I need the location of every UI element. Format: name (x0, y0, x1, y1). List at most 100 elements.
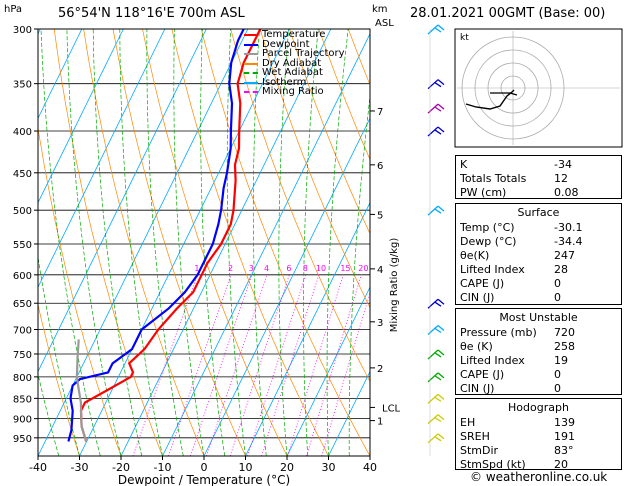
wet-adiabat (326, 29, 349, 456)
wind-barb-flag (434, 396, 442, 402)
wind-barb-flag (437, 126, 445, 133)
row-value: 0.08 (554, 186, 579, 199)
mixing-ratio-label: 4 (264, 264, 269, 273)
wet-adiabat (226, 29, 246, 456)
dry-adiabat (289, 29, 370, 235)
mixing-ratio-line (229, 274, 290, 456)
isotherm-line (162, 32, 370, 456)
wind-barb (427, 433, 439, 444)
km-tick-label: 1 (377, 417, 383, 428)
wind-barb-flag (434, 327, 442, 334)
hodograph-box: Hodograph EH 139 SREH 191 StmDir 83° StmSpd (kt… (455, 398, 622, 472)
temp-tick-label: 10 (239, 461, 253, 474)
table-row: Totals Totals 12 (460, 172, 619, 186)
row-value: 191 (554, 430, 575, 443)
wind-barb-flag (437, 24, 445, 31)
table-row: PW (cm) 0.08 (460, 186, 619, 200)
wind-barb-flag (434, 82, 442, 88)
wind-barb-flag (434, 106, 442, 112)
chart-grid: 1 2 3 4 6 8 10 15 20 25 (38, 29, 370, 456)
row-key: StmDir (460, 444, 499, 457)
wind-barb-flag (434, 27, 442, 33)
table-row: Pressure (mb) 720 (460, 326, 619, 340)
row-key: Lifted Index (460, 354, 525, 367)
legend-label: Isotherm (262, 76, 307, 88)
mixing-ratio-line (261, 274, 320, 456)
isotherm-line (38, 29, 83, 120)
legend-swatch (244, 43, 258, 46)
mixing-ratio-label: 2 (228, 264, 233, 273)
mixing-ratio-label: 3 (249, 264, 254, 273)
most-unstable-box: Most Unstable Pressure (mb) 720 θe (K) 258 Li… (455, 308, 622, 395)
dry-adiabat (171, 29, 329, 456)
wind-barb-flag (437, 325, 445, 332)
section-title: Hodograph (508, 401, 569, 414)
wet-adiabat (38, 254, 80, 456)
dry-adiabat (38, 303, 80, 456)
legend-item: Parcel Trajectory (244, 49, 345, 59)
legend-swatch (244, 81, 258, 84)
dry-adiabat (318, 29, 370, 161)
pressure-tick-label: 800 (13, 373, 32, 384)
wind-barb-flag (437, 433, 445, 440)
row-key: K (460, 158, 468, 171)
wind-barb-flag (437, 79, 445, 86)
table-row: StmSpd (kt) 20 (460, 458, 619, 472)
section-title: Most Unstable (499, 311, 578, 324)
row-value: 0 (554, 382, 561, 395)
wind-barb-flag (434, 375, 442, 381)
row-value: 28 (554, 263, 568, 276)
isotherm-line (286, 286, 370, 456)
row-key: Dewp (°C) (460, 235, 517, 248)
row-value: 19 (554, 354, 568, 367)
hpa-label: hPa (4, 4, 23, 15)
wind-barb-flag (437, 298, 445, 305)
wind-barb (427, 325, 439, 335)
wind-barb-flag (434, 436, 442, 442)
mixing-ratio-label: 15 (340, 264, 350, 273)
wind-barb (427, 126, 439, 137)
row-value: -34.4 (554, 235, 583, 248)
table-row: Temp (°C) -30.1 (460, 221, 619, 235)
km-tick-label: 7 (377, 107, 383, 118)
chart-legend: Temperature Dewpoint Parcel Trajectory Dry … (244, 30, 345, 97)
row-value: -34 (554, 158, 572, 171)
row-key: PW (cm) (460, 186, 507, 199)
pressure-tick-label: 650 (13, 299, 32, 310)
row-value: 139 (554, 416, 575, 429)
isotherm-line (38, 29, 124, 204)
chart-series (67, 29, 262, 442)
wind-barb-flag (434, 301, 442, 307)
row-value: 0 (554, 368, 561, 381)
wet-adiabat (38, 372, 60, 456)
wet-adiabat (278, 29, 289, 456)
wind-barb (427, 349, 439, 360)
row-key: CIN (J) (460, 291, 495, 304)
row-key: Pressure (mb) (460, 326, 537, 339)
surface-box: Surface Temp (°C) -30.1 Dewp (°C) -34.4 θe(K)… (455, 203, 622, 305)
wind-barb (427, 393, 439, 404)
series-temperature (79, 29, 262, 442)
dry-adiabat (112, 29, 246, 456)
row-key: CAPE (J) (460, 277, 505, 290)
wind-barb-flag (437, 414, 445, 421)
table-row: CAPE (J) 0 (460, 277, 619, 291)
legend-swatch (244, 62, 258, 65)
km-tick-label: 3 (377, 318, 383, 329)
wind-barb-flag (434, 417, 442, 423)
wind-barb (427, 205, 439, 216)
wind-barb-flag (434, 129, 442, 135)
km-tick-label: 6 (377, 161, 383, 172)
wet-adiabat (200, 29, 226, 456)
legend-item: Wet Adiabat (244, 68, 345, 78)
table-row: EH 139 (460, 416, 619, 430)
temp-tick-label: 30 (322, 461, 336, 474)
wind-barbs (427, 24, 445, 456)
km-tick-label: 4 (377, 265, 383, 276)
dry-adiabat (259, 29, 370, 309)
table-row: Lifted Index 19 (460, 354, 619, 368)
row-value: 258 (554, 340, 575, 353)
wind-barb-flag (434, 208, 442, 214)
legend-label: Dewpoint (262, 38, 310, 50)
